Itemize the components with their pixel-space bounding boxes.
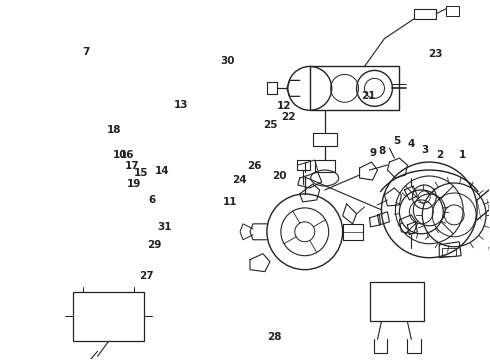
Text: 27: 27 (139, 271, 154, 281)
Text: 14: 14 (155, 166, 170, 176)
Text: 6: 6 (148, 195, 156, 205)
Text: 29: 29 (147, 239, 162, 249)
Text: 7: 7 (83, 46, 90, 57)
Text: 17: 17 (124, 161, 139, 171)
Bar (310, 67, 399, 110)
Text: 31: 31 (157, 222, 171, 232)
Text: 12: 12 (277, 102, 291, 112)
Text: 22: 22 (281, 112, 295, 122)
Text: 28: 28 (267, 332, 282, 342)
Text: 13: 13 (173, 100, 188, 110)
Text: 23: 23 (428, 49, 442, 59)
Text: 26: 26 (247, 161, 262, 171)
Text: 10: 10 (113, 150, 128, 160)
Text: 5: 5 (393, 136, 401, 145)
Text: 18: 18 (107, 125, 122, 135)
Text: 8: 8 (378, 146, 385, 156)
Text: 19: 19 (126, 179, 141, 189)
Text: 30: 30 (220, 56, 235, 66)
Bar (73, 292, 145, 341)
Text: 11: 11 (223, 197, 238, 207)
Text: 9: 9 (369, 148, 376, 158)
Text: 15: 15 (134, 168, 149, 178)
Text: 20: 20 (272, 171, 287, 181)
Text: 25: 25 (263, 121, 278, 130)
Bar (369, 282, 424, 321)
Text: 24: 24 (232, 175, 246, 185)
Text: 4: 4 (407, 139, 415, 149)
Text: 2: 2 (437, 150, 444, 160)
Text: 21: 21 (361, 91, 375, 101)
Text: 16: 16 (120, 150, 134, 160)
Bar (442, 248, 456, 256)
Text: 1: 1 (459, 150, 466, 160)
Text: 3: 3 (421, 144, 428, 154)
